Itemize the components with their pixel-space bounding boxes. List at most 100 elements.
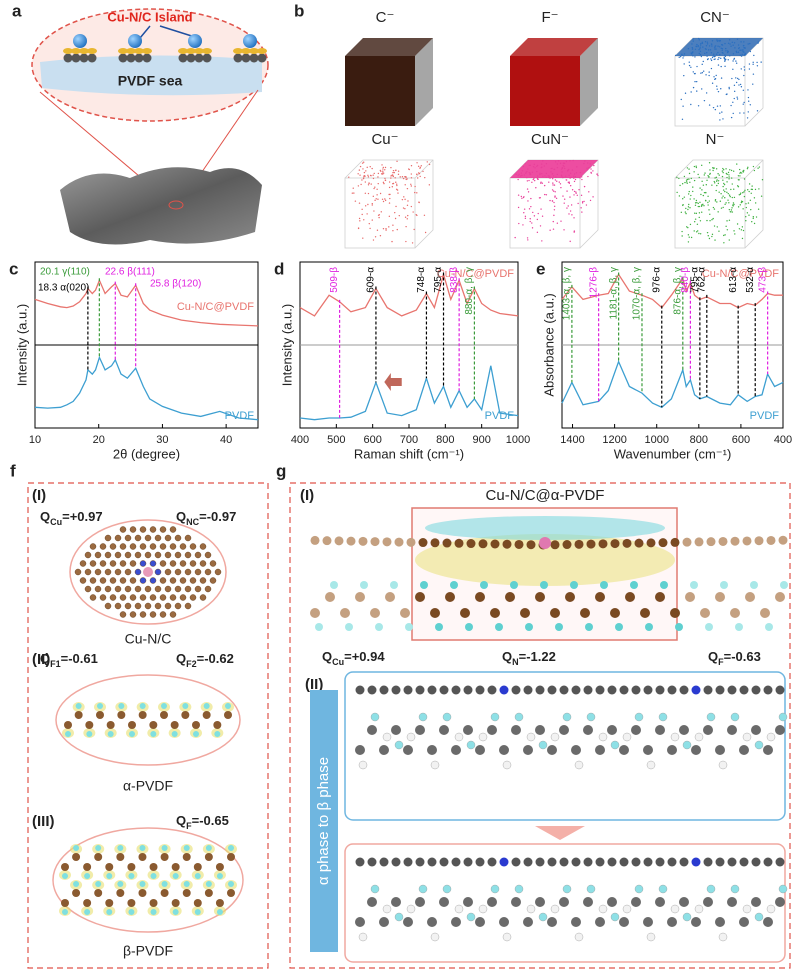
atom bbox=[184, 551, 192, 559]
ion-dot bbox=[404, 216, 407, 218]
c-atom bbox=[72, 853, 81, 861]
annotation-label: 25.8 β(120) bbox=[150, 279, 201, 290]
ion-dot bbox=[694, 212, 696, 214]
f-atom bbox=[161, 845, 168, 851]
ion-dot bbox=[374, 199, 376, 202]
ion-dot bbox=[698, 212, 701, 214]
atom bbox=[159, 577, 167, 584]
c-atom bbox=[427, 745, 437, 755]
ion-dot bbox=[396, 189, 399, 191]
c-atom bbox=[700, 608, 710, 618]
ion-dot bbox=[713, 55, 716, 58]
alpha-box bbox=[344, 671, 786, 821]
cn-layer bbox=[118, 48, 128, 54]
ion-dot bbox=[686, 167, 689, 169]
ion-dot bbox=[730, 209, 733, 211]
atom bbox=[144, 602, 152, 610]
ion-dot bbox=[707, 201, 709, 204]
ion-dot bbox=[702, 184, 705, 186]
ion-dot bbox=[539, 172, 541, 175]
c-atom bbox=[775, 857, 785, 867]
f-atom bbox=[75, 703, 82, 709]
atom bbox=[199, 594, 207, 601]
atom bbox=[174, 534, 182, 542]
cn-layer bbox=[126, 48, 136, 54]
c-atom bbox=[355, 917, 365, 927]
atom bbox=[84, 585, 92, 593]
ion-dot bbox=[728, 174, 730, 176]
c-atom bbox=[559, 685, 569, 695]
c-atom bbox=[85, 721, 94, 729]
ion-dot bbox=[370, 183, 372, 185]
c-atom bbox=[182, 889, 191, 897]
ion-dot bbox=[372, 174, 374, 176]
ion-dot bbox=[718, 57, 720, 59]
c-atom bbox=[105, 863, 114, 871]
ion-dot bbox=[745, 203, 747, 205]
c-atom bbox=[550, 608, 560, 618]
f-atom bbox=[228, 845, 234, 851]
annotation-label: 18.3 α(020) bbox=[38, 283, 89, 294]
ion-dot bbox=[691, 48, 694, 50]
f-atom bbox=[360, 581, 368, 589]
f-atom bbox=[525, 623, 533, 631]
ion-dot bbox=[420, 165, 423, 167]
ion-dot bbox=[527, 191, 530, 193]
atom bbox=[129, 577, 137, 584]
c-atom bbox=[394, 537, 404, 547]
ion-dot bbox=[681, 183, 684, 185]
series-label: Cu-N/C@PVDF bbox=[177, 301, 254, 313]
ion-dot bbox=[750, 192, 752, 195]
c-atom bbox=[451, 745, 461, 755]
ion-dot bbox=[517, 174, 519, 177]
ion-dot bbox=[541, 172, 543, 175]
ion-dot bbox=[552, 184, 554, 186]
ion-dot bbox=[748, 214, 750, 216]
c-atom bbox=[682, 537, 692, 547]
c-atom bbox=[502, 539, 512, 549]
f-atom bbox=[766, 732, 776, 742]
ion-dot bbox=[517, 206, 520, 209]
ion-dot bbox=[358, 217, 361, 220]
ion-dot bbox=[362, 237, 364, 239]
ion-dot bbox=[692, 40, 694, 42]
ion-dot bbox=[735, 62, 738, 64]
ion-dot bbox=[527, 239, 529, 241]
ion-dot bbox=[730, 116, 733, 119]
ion-dot bbox=[369, 174, 372, 177]
c-atom bbox=[718, 536, 728, 546]
ion-dot bbox=[573, 217, 575, 219]
ion-dot bbox=[711, 82, 714, 84]
ion-dot bbox=[522, 165, 525, 168]
c-atom bbox=[583, 725, 593, 735]
c-atom bbox=[427, 917, 437, 927]
ion-dot bbox=[569, 177, 571, 179]
f-atom bbox=[658, 712, 668, 722]
ion-dot bbox=[705, 191, 707, 194]
atom bbox=[134, 602, 142, 610]
ion-dot bbox=[574, 178, 577, 181]
ion-dot bbox=[566, 190, 568, 192]
ion-dot bbox=[732, 60, 734, 62]
ion-dot bbox=[698, 205, 701, 208]
ion-dot bbox=[392, 230, 394, 232]
ion-dot bbox=[712, 206, 715, 209]
c-atom bbox=[655, 592, 665, 602]
ion-dot bbox=[743, 191, 745, 193]
ion-dot bbox=[708, 209, 710, 211]
ion-dot bbox=[731, 211, 734, 213]
c-atom bbox=[703, 857, 713, 867]
panel-label: a bbox=[12, 1, 22, 20]
ion-dot bbox=[697, 173, 699, 176]
atom bbox=[174, 602, 182, 610]
c-atom bbox=[505, 592, 515, 602]
structure-ellipse bbox=[55, 674, 241, 766]
c-atom bbox=[679, 857, 689, 867]
c-atom bbox=[192, 721, 200, 729]
ion-dot bbox=[541, 240, 543, 242]
cn-layer bbox=[249, 48, 259, 54]
ion-dot bbox=[372, 177, 375, 180]
atom bbox=[169, 611, 177, 618]
ion-dot bbox=[755, 216, 758, 218]
charge-label: QF1=-0.61 bbox=[40, 651, 98, 669]
